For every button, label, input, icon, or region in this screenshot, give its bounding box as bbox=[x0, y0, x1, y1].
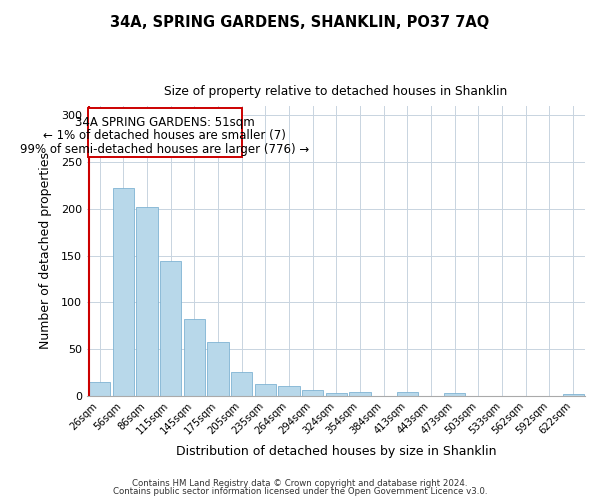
Bar bbox=[136, 207, 158, 396]
Text: Contains public sector information licensed under the Open Government Licence v3: Contains public sector information licen… bbox=[113, 487, 487, 496]
Bar bbox=[113, 188, 134, 396]
X-axis label: Distribution of detached houses by size in Shanklin: Distribution of detached houses by size … bbox=[176, 444, 496, 458]
Bar bbox=[88, 108, 242, 156]
Text: 34A, SPRING GARDENS, SHANKLIN, PO37 7AQ: 34A, SPRING GARDENS, SHANKLIN, PO37 7AQ bbox=[110, 15, 490, 30]
Title: Size of property relative to detached houses in Shanklin: Size of property relative to detached ho… bbox=[164, 85, 508, 98]
Bar bbox=[278, 386, 300, 396]
Bar bbox=[326, 393, 347, 396]
Text: 99% of semi-detached houses are larger (776) →: 99% of semi-detached houses are larger (… bbox=[20, 142, 310, 156]
Bar bbox=[349, 392, 371, 396]
Bar bbox=[231, 372, 253, 396]
Text: Contains HM Land Registry data © Crown copyright and database right 2024.: Contains HM Land Registry data © Crown c… bbox=[132, 478, 468, 488]
Bar bbox=[160, 261, 181, 396]
Bar bbox=[89, 382, 110, 396]
Bar bbox=[255, 384, 276, 396]
Bar bbox=[563, 394, 584, 396]
Bar bbox=[302, 390, 323, 396]
Bar bbox=[208, 342, 229, 396]
Bar bbox=[397, 392, 418, 396]
Bar bbox=[444, 393, 466, 396]
Bar bbox=[184, 319, 205, 396]
Text: 34A SPRING GARDENS: 51sqm: 34A SPRING GARDENS: 51sqm bbox=[75, 116, 255, 130]
Text: ← 1% of detached houses are smaller (7): ← 1% of detached houses are smaller (7) bbox=[43, 130, 286, 142]
Y-axis label: Number of detached properties: Number of detached properties bbox=[40, 152, 52, 350]
